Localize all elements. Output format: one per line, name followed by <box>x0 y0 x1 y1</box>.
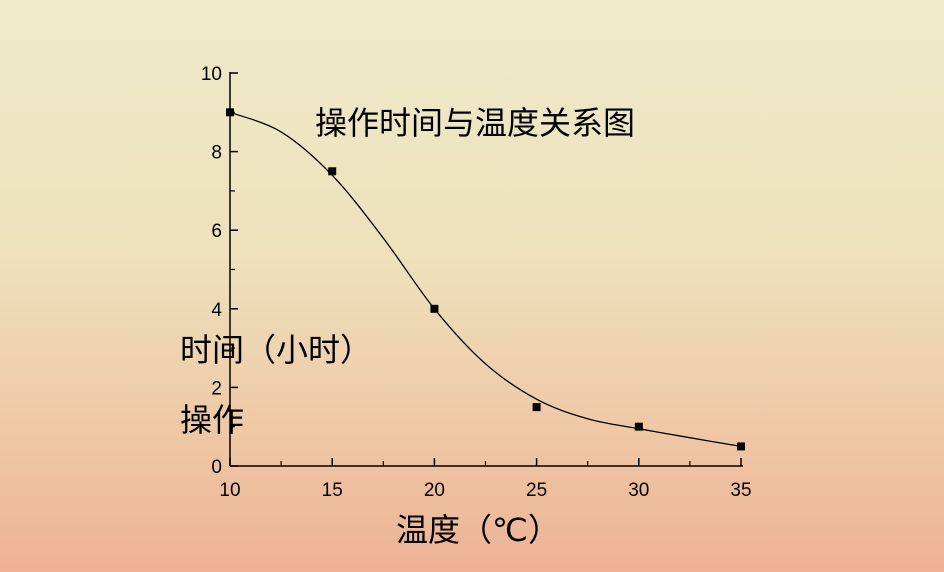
x-tick-label-35: 35 <box>730 480 751 501</box>
y-tick-label-8: 8 <box>211 143 222 164</box>
fit-curve-layer <box>229 111 742 448</box>
data-point-1 <box>328 167 337 176</box>
data-point-0 <box>226 108 234 117</box>
data-point-4 <box>634 422 643 431</box>
data-point-5 <box>737 442 745 451</box>
data-point-3 <box>532 403 541 412</box>
y-axis-title-line1: 时间（小时） <box>180 331 372 369</box>
x-axis-title: 温度（℃） <box>396 511 560 549</box>
y-tick-label-10: 10 <box>201 64 222 85</box>
x-tick-label-15: 15 <box>322 480 343 501</box>
y-tick-label-6: 6 <box>211 221 222 242</box>
y-tick-label-0: 0 <box>211 457 222 478</box>
x-tick-label-30: 30 <box>628 480 649 501</box>
data-points <box>226 108 745 451</box>
y-axis-title-line2: 操作 <box>180 401 244 439</box>
data-point-2 <box>430 304 439 313</box>
x-tick-label-20: 20 <box>424 480 445 501</box>
x-tick-label-25: 25 <box>526 480 547 501</box>
y-tick-label-2: 2 <box>211 378 222 399</box>
chart-title: 操作时间与温度关系图 <box>315 104 635 142</box>
tick-labels: 0 2 4 6 8 10 10 15 20 25 30 35 <box>201 64 752 501</box>
y-tick-label-4: 4 <box>211 300 222 321</box>
fit-curve <box>229 111 742 448</box>
x-tick-label-10: 10 <box>219 480 240 501</box>
